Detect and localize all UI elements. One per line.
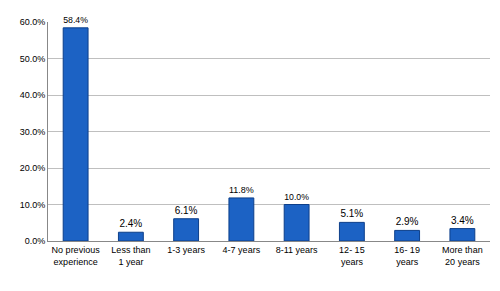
svg-text:4-7 years: 4-7 years bbox=[223, 245, 261, 255]
svg-text:8-11 years: 8-11 years bbox=[276, 245, 318, 255]
svg-text:10.0%: 10.0% bbox=[20, 200, 46, 210]
svg-text:30.0%: 30.0% bbox=[20, 127, 46, 137]
svg-text:2.4%: 2.4% bbox=[119, 218, 142, 229]
svg-text:5.1%: 5.1% bbox=[340, 208, 363, 219]
svg-text:No previousexperience: No previousexperience bbox=[52, 245, 101, 267]
svg-text:0.0%: 0.0% bbox=[25, 236, 46, 246]
svg-text:16- 19years: 16- 19years bbox=[394, 245, 420, 267]
svg-text:More than20 years: More than20 years bbox=[442, 245, 483, 267]
svg-text:1-3 years: 1-3 years bbox=[167, 245, 205, 255]
svg-text:3.4%: 3.4% bbox=[451, 215, 474, 226]
svg-text:20.0%: 20.0% bbox=[20, 163, 46, 173]
svg-text:10.0%: 10.0% bbox=[284, 192, 309, 202]
svg-text:2.9%: 2.9% bbox=[396, 216, 419, 227]
svg-text:40.0%: 40.0% bbox=[20, 90, 46, 100]
svg-text:11.8%: 11.8% bbox=[229, 185, 254, 195]
svg-text:58.4%: 58.4% bbox=[63, 15, 88, 25]
svg-text:50.0%: 50.0% bbox=[20, 54, 46, 64]
svg-text:Less than1 year: Less than1 year bbox=[111, 245, 150, 267]
svg-text:12- 15years: 12- 15years bbox=[339, 245, 365, 267]
svg-text:60.0%: 60.0% bbox=[20, 17, 46, 27]
svg-text:6.1%: 6.1% bbox=[175, 205, 198, 216]
